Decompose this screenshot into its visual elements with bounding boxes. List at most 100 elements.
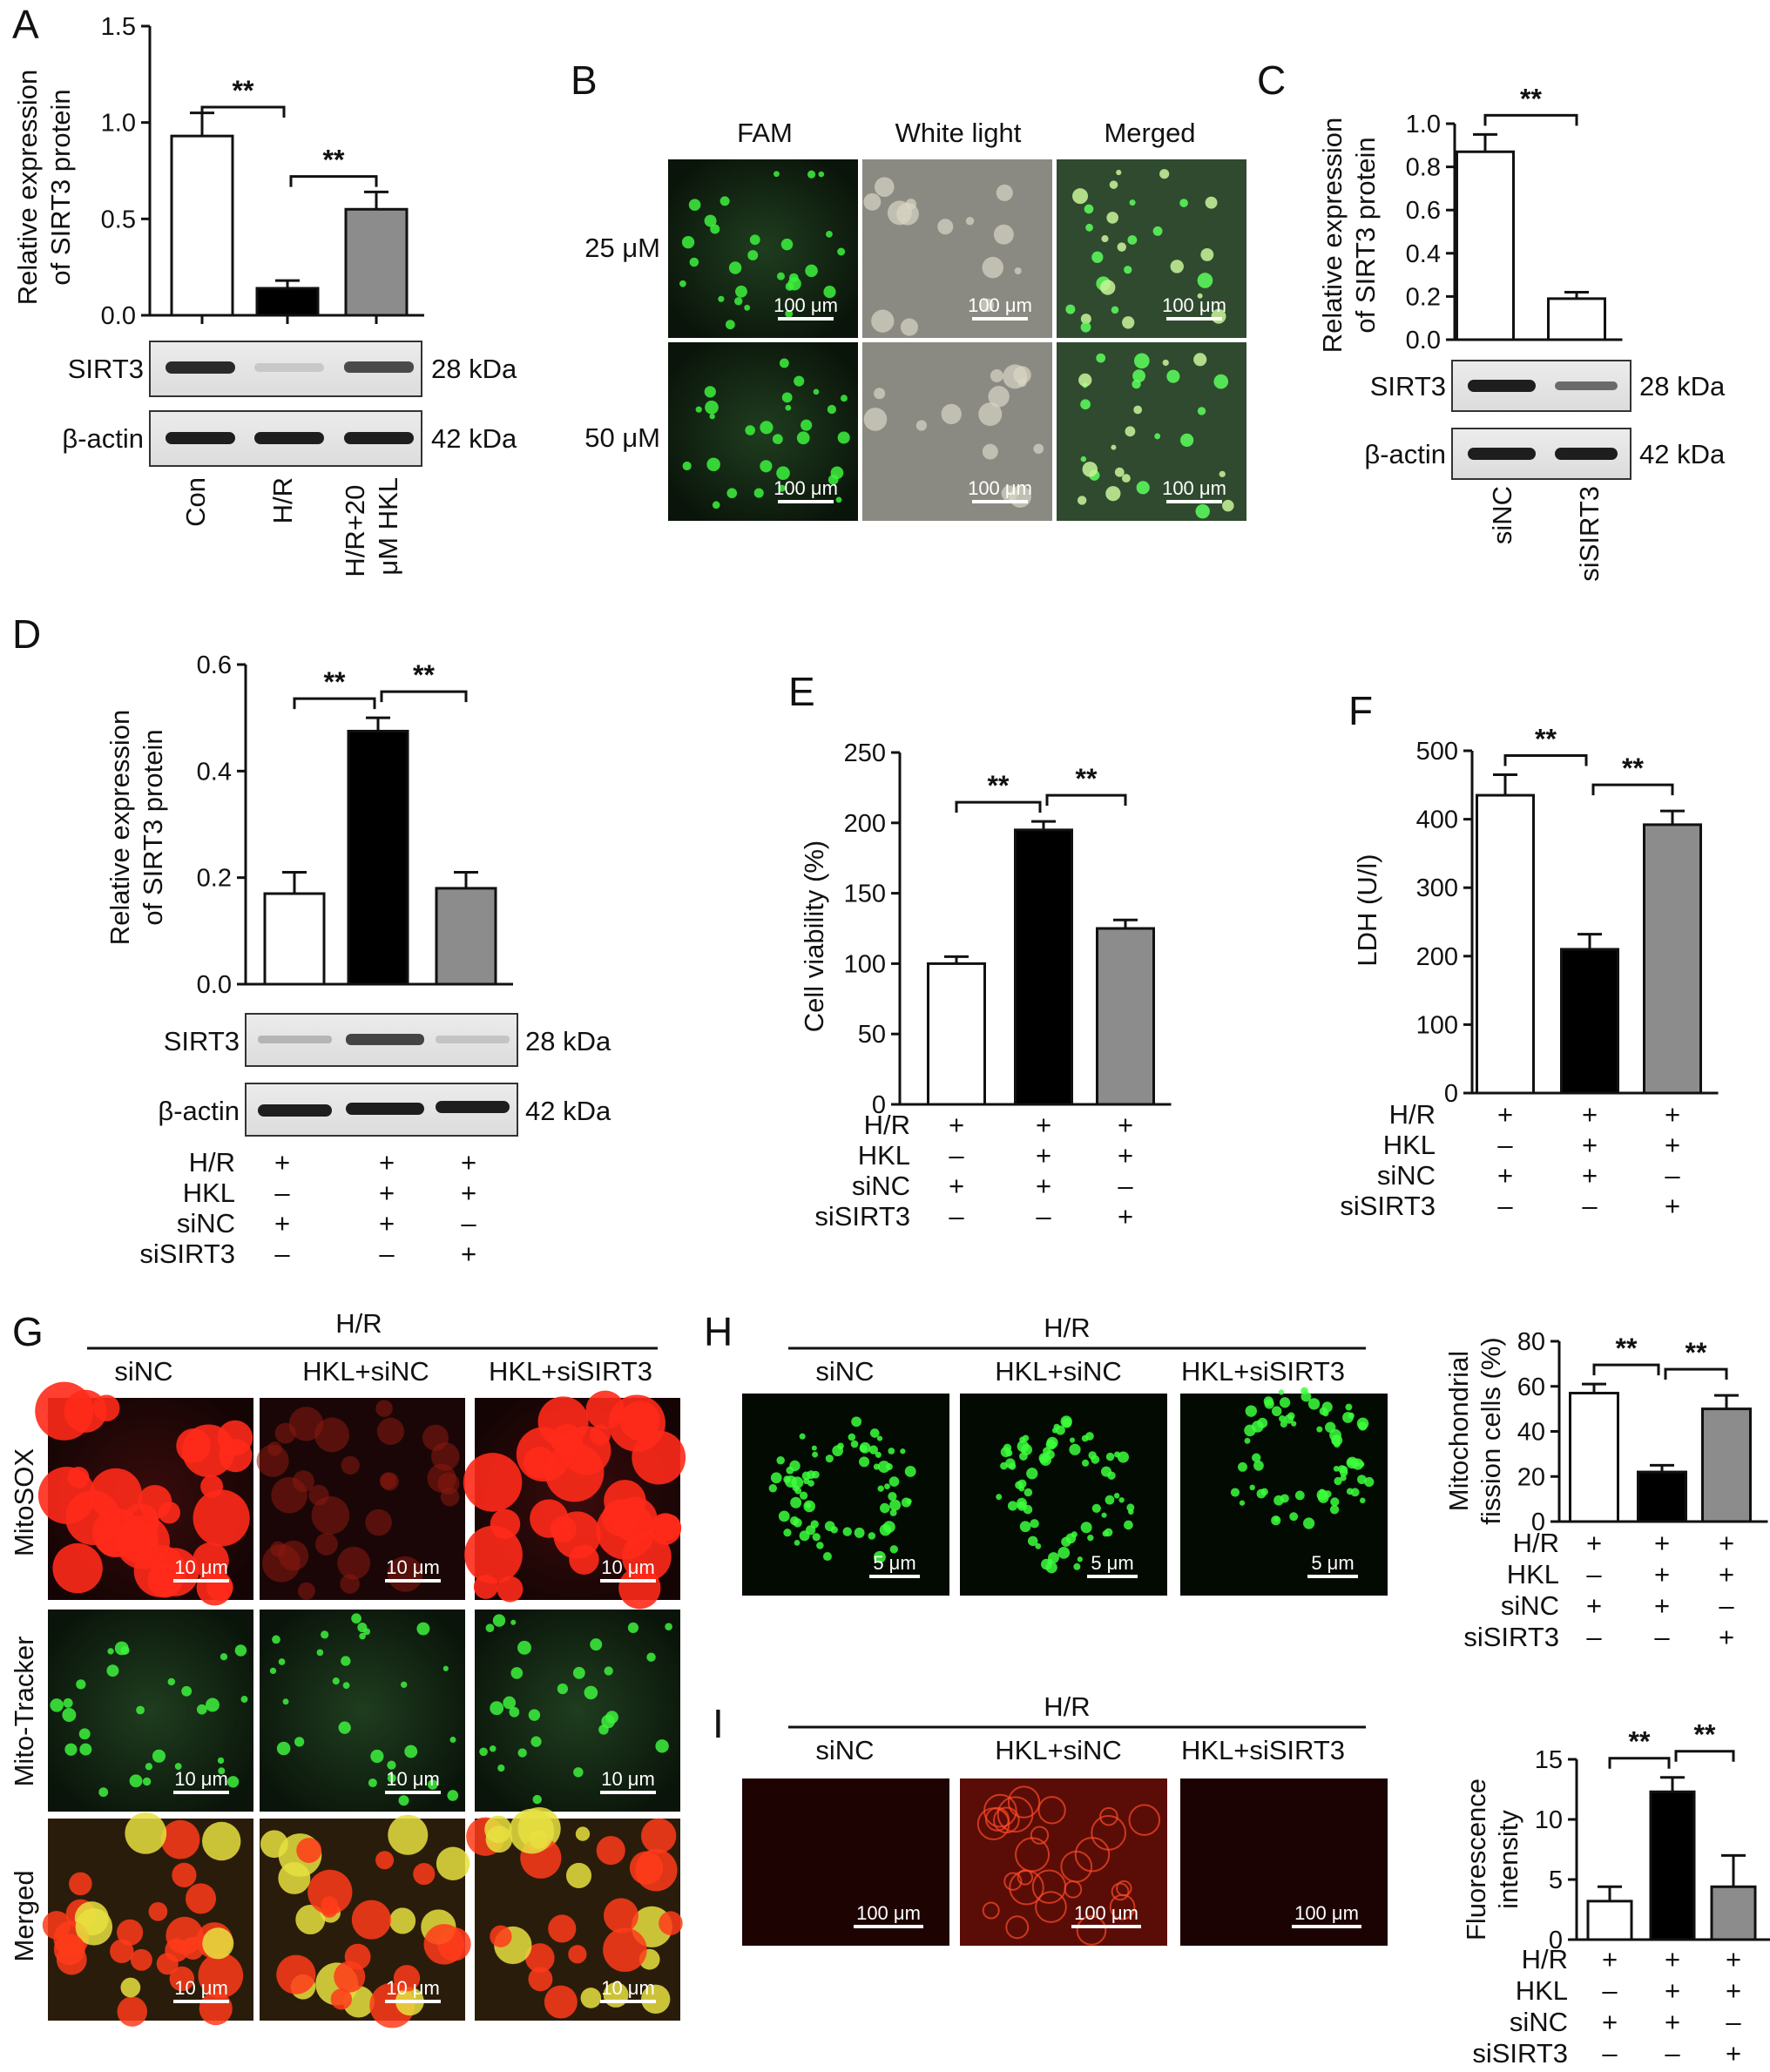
chart-i-bar-1 [1586, 1900, 1633, 1941]
chart-d-bar-3 [435, 887, 497, 986]
treatment-f-mark-4-3: + [1665, 1191, 1680, 1221]
panel-h-image-1-mito [799, 1530, 810, 1542]
panel-g-image-r3-c3-spot [596, 1836, 625, 1866]
panel-g-image-r1-c2-spot [340, 1574, 360, 1594]
chart-h-ylabel-line2: fission cells (%) [1476, 1337, 1506, 1524]
panel-b-image-r1-c1-spot [689, 257, 699, 267]
treatment-i-mark-3-3: – [1726, 2007, 1741, 2037]
panel-b-image-r1-c2-spot [871, 309, 895, 333]
panel-h-group-hr: H/R [1044, 1313, 1090, 1343]
panel-h-image-2-mito [1055, 1425, 1065, 1435]
panel-g-image-r3-c3-spot [641, 1984, 671, 2015]
panel-b-image-r1-c1-spot [725, 320, 735, 330]
chart-c-bar-2 [1547, 297, 1606, 341]
panel-g-image-r1-c3-spot [537, 1396, 589, 1448]
panel-h-image-1-mito [783, 1475, 791, 1483]
panel-h-image-1-mito [790, 1496, 802, 1508]
panel-g-image-r2-c3-spot [489, 1745, 497, 1752]
panel-g-image-r3-c2-spot [393, 1965, 421, 1992]
panel-g-image-r2-c2-spot [398, 1795, 409, 1806]
panel-g-image-r1-c1-spot [158, 1502, 180, 1524]
chart-d-ytick-label-1: 0.2 [197, 865, 232, 893]
panel-g-image-r2-c3-spot [655, 1739, 669, 1753]
chart-i-significance-2: ** [1694, 1719, 1716, 1751]
panel-h-image-1-mito [859, 1456, 870, 1468]
panel-g-image-r3-c2-spot [334, 1961, 366, 1993]
panel-b-image-r1-c1-spot [807, 170, 816, 179]
panel-letter-b: B [571, 57, 598, 103]
panel-g-image-r3-c3-spot [544, 1985, 578, 2019]
panel-h-image-2-mito [1080, 1522, 1092, 1534]
panel-b-image-r1-c3-spot [1197, 273, 1213, 288]
panel-g-image-r2-c3-spot [528, 1709, 541, 1721]
chart-f-bar-3 [1643, 823, 1702, 1095]
chart-e-bracket-2 [1045, 793, 1127, 807]
chart-i-ytick-label-3: 15 [1535, 1746, 1563, 1774]
panel-g-image-r1-c2-spot [365, 1508, 392, 1536]
chart-e-significance-1: ** [988, 770, 1010, 801]
treatment-d-mark-2-1: – [274, 1178, 290, 1208]
panel-g-col-sinc: siNC [114, 1356, 172, 1387]
blot-c-actin-band-2 [1555, 448, 1618, 460]
panel-b-image-r1-c3-scalebar-label: 100 μm [1162, 294, 1226, 316]
panel-h-image-3-mito [1333, 1466, 1340, 1472]
panel-g-image-r2-c1-spot [240, 1696, 248, 1704]
panel-b-image-r1-c1-spot [788, 273, 799, 283]
treatment-f-mark-2-3: + [1665, 1130, 1680, 1160]
panel-b-image-r2-c2-spot [988, 386, 1010, 408]
blot-a-label-actin: β-actin [62, 423, 144, 454]
panel-b-image-r2-c3-spot [1133, 405, 1143, 415]
treatment-h-rowlabel-3: siNC [1501, 1590, 1559, 1621]
panel-g-image-r2-c2-spot [278, 1658, 286, 1665]
panel-h-image-3-mito [1278, 1389, 1285, 1395]
chart-h: 0 20 40 60 80 ** ** [1517, 1328, 1768, 1536]
panel-g-image-r3-c2-spot [436, 1846, 470, 1880]
panel-h-image-3-mito [1289, 1512, 1299, 1522]
blot-d-sirt3-band-2 [346, 1034, 424, 1045]
panel-g-image-r3-c3-spot [604, 1898, 639, 1934]
panel-h-image-2-mito [1019, 1521, 1031, 1533]
chart-i: 0 5 10 15 ** ** [1535, 1719, 1770, 1954]
panel-g-image-r2-c3-spot [510, 1619, 517, 1625]
panel-h-image-2-mito [1113, 1493, 1120, 1499]
panel-b-image-r1-c1-spot [704, 214, 717, 227]
panel-b-image-r2-c1-spot [772, 434, 783, 445]
panel-b-image-r2-c3-spot [1136, 481, 1150, 495]
panel-g-image-r2-c1-spot [136, 1705, 145, 1715]
panel-h-image-3-mito [1334, 1476, 1342, 1486]
panel-h-image-2-mito [1061, 1536, 1071, 1547]
chart-c-ytick-label-0: 0.0 [1406, 327, 1441, 354]
panel-g-image-r3-c3-spot [580, 1988, 602, 2008]
panel-g-image-r2-c1-spot [142, 1777, 152, 1786]
panel-b-image-r1-c1-spot [735, 285, 747, 298]
chart-f-significance-2: ** [1622, 753, 1644, 784]
panel-b-image-r1-c3-spot [1152, 226, 1163, 236]
panel-g-image-r1-c1-spot [52, 1542, 103, 1594]
panel-i-col-sinc: siNC [815, 1735, 874, 1765]
panel-b-image-r2-c3-spot [1125, 426, 1136, 437]
chart-i-ytick-label-2: 10 [1535, 1806, 1563, 1834]
treatment-f-mark-3-1: + [1497, 1160, 1513, 1191]
chart-d-significance-1: ** [324, 666, 346, 698]
treatment-i-mark-3-2: + [1665, 2007, 1680, 2037]
blot-a-size-actin: 42 kDa [431, 423, 517, 454]
panel-g-image-r1-c1-spot [176, 1428, 211, 1463]
panel-i-image-2-cell [1128, 1804, 1161, 1836]
panel-h-image-1-mito [854, 1527, 865, 1538]
panel-g-image-r1-c2-spot [430, 1442, 460, 1471]
panel-g-image-r2-c1-spot [220, 1653, 228, 1661]
panel-h-col-hkl-sinc: HKL+siNC [995, 1356, 1122, 1387]
treatment-h-rowlabel-1: H/R [1513, 1528, 1559, 1558]
panel-i-micrographs: 100 μm 100 μm 100 μm [742, 1778, 1388, 1946]
panel-b-image-r2-c3-spot [1197, 407, 1206, 415]
panel-b-image-r2-c3-spot [1132, 369, 1145, 382]
panel-g-image-r3-c2-spot [276, 1954, 316, 1994]
panel-h-image-2-mito [1057, 1546, 1071, 1559]
panel-h-image-1-mito [889, 1508, 897, 1516]
panel-g-image-r2-c3-spot [646, 1652, 656, 1662]
chart-a-ytick-label-2: 1.0 [101, 110, 136, 138]
panel-h-image-3-mito [1317, 1492, 1329, 1503]
panel-h-image-1-mito [885, 1463, 893, 1471]
chart-e-ytick-label-0: 0 [872, 1091, 886, 1119]
panel-i-group-hr: H/R [1044, 1691, 1090, 1722]
